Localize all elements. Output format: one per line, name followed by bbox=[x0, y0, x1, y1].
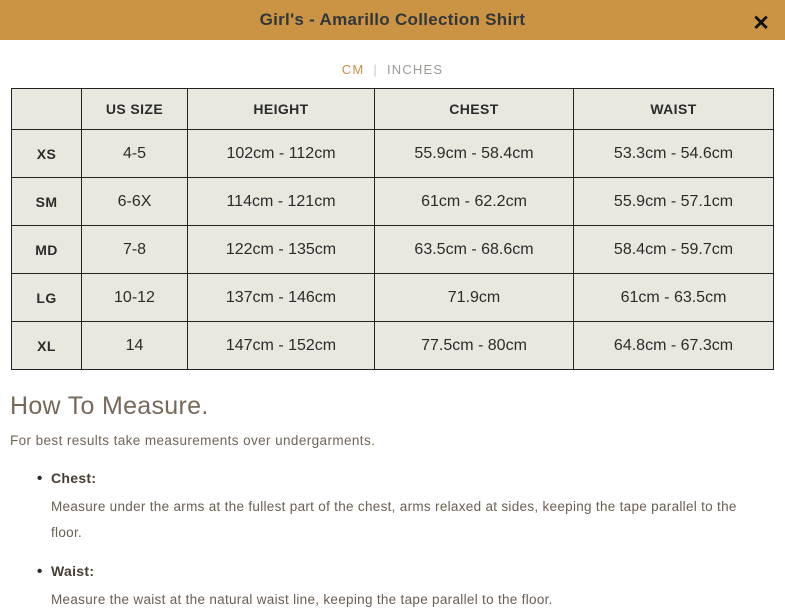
size-label: LG bbox=[11, 273, 82, 322]
measure-description: Measure under the arms at the fullest pa… bbox=[51, 499, 737, 540]
table-cell: 71.9cm bbox=[374, 273, 574, 322]
table-cell: 58.4cm - 59.7cm bbox=[573, 225, 774, 274]
table-cell: 55.9cm - 57.1cm bbox=[573, 177, 774, 226]
table-cell: 14 bbox=[81, 321, 188, 370]
size-label: XL bbox=[11, 321, 82, 370]
table-cell: 64.8cm - 67.3cm bbox=[573, 321, 774, 370]
how-to-measure-heading: How To Measure. bbox=[10, 392, 209, 420]
column-header-height: HEIGHT bbox=[187, 88, 375, 130]
size-label: SM bbox=[11, 177, 82, 226]
measure-term: Chest: bbox=[51, 470, 97, 486]
unit-divider: | bbox=[373, 61, 378, 77]
column-header-us-size: US SIZE bbox=[81, 88, 188, 130]
table-cell: 53.3cm - 54.6cm bbox=[573, 129, 774, 178]
table-row: SM 6-6X 114cm - 121cm 61cm - 62.2cm 55.9… bbox=[11, 177, 774, 226]
table-cell: 55.9cm - 58.4cm bbox=[374, 129, 574, 178]
column-header-chest: CHEST bbox=[374, 88, 574, 130]
measure-description: Measure the waist at the natural waist l… bbox=[51, 592, 553, 607]
modal-header: Girl's - Amarillo Collection Shirt ✕ bbox=[0, 0, 785, 40]
measure-item-waist: Waist: Measure the waist at the natural … bbox=[37, 563, 785, 613]
modal-title: Girl's - Amarillo Collection Shirt bbox=[259, 10, 526, 29]
measure-list: Chest: Measure under the arms at the ful… bbox=[37, 470, 785, 613]
table-row: XL 14 147cm - 152cm 77.5cm - 80cm 64.8cm… bbox=[11, 321, 774, 370]
close-icon[interactable]: ✕ bbox=[749, 12, 773, 36]
table-cell: 147cm - 152cm bbox=[187, 321, 375, 370]
unit-option-cm[interactable]: CM bbox=[341, 61, 365, 77]
measure-term: Waist: bbox=[51, 563, 95, 579]
table-row: LG 10-12 137cm - 146cm 71.9cm 61cm - 63.… bbox=[11, 273, 774, 322]
table-row: XS 4-5 102cm - 112cm 55.9cm - 58.4cm 53.… bbox=[11, 129, 774, 178]
table-cell: 77.5cm - 80cm bbox=[374, 321, 574, 370]
unit-toggle: CM | INCHES bbox=[0, 60, 785, 78]
size-label: MD bbox=[11, 225, 82, 274]
table-cell: 7-8 bbox=[81, 225, 188, 274]
how-to-measure-subtitle: For best results take measurements over … bbox=[10, 433, 376, 448]
table-cell: 10-12 bbox=[81, 273, 188, 322]
table-cell: 137cm - 146cm bbox=[187, 273, 375, 322]
table-cell: 114cm - 121cm bbox=[187, 177, 375, 226]
size-label: XS bbox=[11, 129, 82, 178]
table-cell: 122cm - 135cm bbox=[187, 225, 375, 274]
size-chart-table: US SIZE HEIGHT CHEST WAIST XS 4-5 102cm … bbox=[11, 88, 774, 370]
corner-cell bbox=[11, 88, 82, 130]
table-cell: 102cm - 112cm bbox=[187, 129, 375, 178]
column-header-waist: WAIST bbox=[573, 88, 774, 130]
table-cell: 61cm - 62.2cm bbox=[374, 177, 574, 226]
table-cell: 6-6X bbox=[81, 177, 188, 226]
table-cell: 61cm - 63.5cm bbox=[573, 273, 774, 322]
table-cell: 4-5 bbox=[81, 129, 188, 178]
table-cell: 63.5cm - 68.6cm bbox=[374, 225, 574, 274]
measure-item-chest: Chest: Measure under the arms at the ful… bbox=[37, 470, 785, 546]
unit-option-inches[interactable]: INCHES bbox=[386, 61, 444, 77]
table-row: MD 7-8 122cm - 135cm 63.5cm - 68.6cm 58.… bbox=[11, 225, 774, 274]
table-header-row: US SIZE HEIGHT CHEST WAIST bbox=[11, 88, 774, 130]
